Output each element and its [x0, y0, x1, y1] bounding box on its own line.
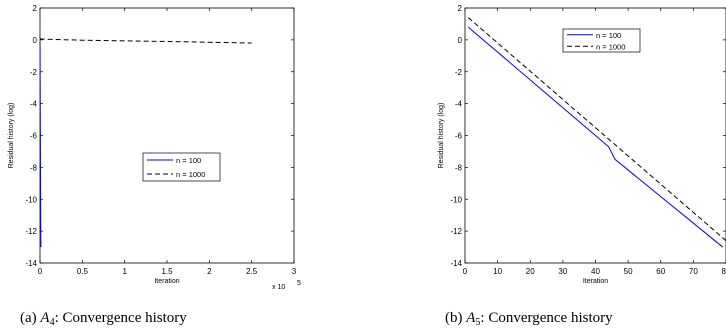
x-axis-multiplier: x 10: [272, 284, 285, 291]
x-tick-label: 10: [493, 267, 502, 276]
x-axis-multiplier-exponent: 5: [297, 280, 301, 287]
y-tick-label: -2: [30, 68, 38, 77]
x-tick-label: 0.5: [77, 267, 89, 276]
legend-label: n = 1000: [596, 42, 625, 51]
x-tick-label: 50: [624, 267, 633, 276]
x-axis-label: Iteration: [154, 278, 179, 285]
y-tick-label: -4: [30, 100, 38, 109]
y-tick-label: -14: [25, 259, 37, 268]
x-tick-label: 40: [591, 267, 600, 276]
plot-area-frame: [39, 7, 295, 264]
x-tick-label: 20: [526, 267, 535, 276]
x-tick-label: 1: [122, 267, 127, 276]
chart-panel-2: 0102030405060708020-2-4-6-8-10-12-14Iter…: [438, 4, 726, 328]
x-tick-label: 1.5: [161, 267, 173, 276]
series-line-1: [40, 38, 42, 248]
x-tick-label: 2.5: [246, 267, 258, 276]
y-tick-label: 2: [33, 4, 38, 13]
panel-caption: (a) A4: Convergence history: [20, 310, 187, 328]
y-axis-label: Residual history (log): [438, 103, 445, 169]
chart-panel-1: 0 0.5 1 1.5 2 2.5 3 2 0 -2 -4 -6 -8 -10 -12 -14 Iteratio…: [8, 4, 301, 328]
x-tick-label: 60: [656, 267, 665, 276]
x-tick-label: 0: [38, 267, 43, 276]
y-tick-label: -4: [455, 100, 463, 109]
y-tick-label: 0: [33, 36, 38, 45]
x-tick-label: 3: [292, 267, 297, 276]
x-tick-label: 70: [689, 267, 698, 276]
legend-label: n = 100: [596, 31, 621, 40]
series-line-2: [467, 17, 726, 242]
y-tick-label: -12: [450, 227, 462, 236]
y-tick-label: -8: [455, 163, 463, 172]
y-tick-label: -12: [25, 227, 37, 236]
x-axis-label: Iteration: [583, 278, 608, 285]
y-tick-label: -8: [30, 163, 38, 172]
x-tick-label: 80: [722, 267, 726, 276]
y-tick-label: -6: [455, 132, 463, 141]
legend-label: n = 1000: [176, 170, 205, 179]
y-tick-label: -10: [450, 195, 462, 204]
series-line-2: [40, 37, 252, 44]
series-line-1: [467, 26, 724, 248]
y-tick-label: -2: [455, 68, 463, 77]
legend-label: n = 100: [176, 156, 201, 165]
x-tick-label: 2: [207, 267, 212, 276]
y-tick-label: -14: [450, 259, 462, 268]
x-tick-label: 30: [558, 267, 567, 276]
y-tick-label: 2: [458, 4, 463, 13]
panel-caption: (b) A5: Convergence history: [445, 310, 613, 328]
x-tick-label: 0: [463, 267, 468, 276]
y-tick-label: -10: [25, 195, 37, 204]
y-tick-label: -6: [30, 132, 38, 141]
legend-box: [142, 152, 221, 182]
y-axis-label: Residual history (log): [8, 103, 15, 169]
y-tick-label: 0: [458, 36, 463, 45]
